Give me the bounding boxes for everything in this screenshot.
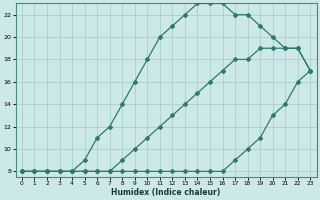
X-axis label: Humidex (Indice chaleur): Humidex (Indice chaleur) (111, 188, 221, 197)
